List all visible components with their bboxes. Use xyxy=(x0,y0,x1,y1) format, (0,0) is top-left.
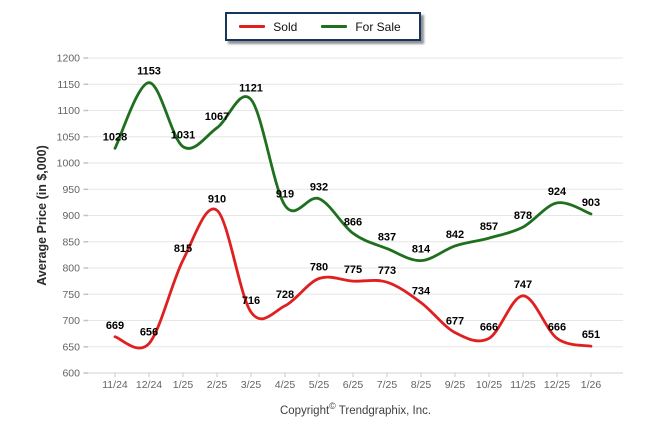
data-label-sold: 734 xyxy=(412,286,431,298)
data-label-for-sale: 1031 xyxy=(171,130,195,142)
x-tick-label: 5/25 xyxy=(309,379,330,391)
data-label-for-sale: 857 xyxy=(480,221,498,233)
data-label-sold: 910 xyxy=(208,193,226,205)
data-label-sold: 651 xyxy=(582,329,600,341)
data-label-for-sale: 866 xyxy=(344,216,362,228)
x-tick-label: 4/25 xyxy=(275,379,296,391)
chart-legend: Sold For Sale xyxy=(225,12,421,41)
x-tick-label: 1/25 xyxy=(173,379,194,391)
legend-wrap: Sold For Sale xyxy=(0,12,646,41)
data-label-for-sale: 1121 xyxy=(239,83,263,95)
data-label-sold: 815 xyxy=(174,243,192,255)
x-tick-label: 11/24 xyxy=(102,379,128,391)
y-tick-label: 600 xyxy=(62,368,80,380)
data-label-sold: 773 xyxy=(378,265,396,277)
copyright-prefix: Copyright xyxy=(279,404,330,417)
x-tick-label: 9/25 xyxy=(445,379,466,391)
legend-label-sold: Sold xyxy=(273,19,298,34)
copyright-company: Trendgraphix, Inc. xyxy=(338,404,432,417)
x-tick-label: 12/25 xyxy=(544,379,570,391)
y-tick-label: 800 xyxy=(62,263,80,275)
data-label-for-sale: 1028 xyxy=(103,131,127,143)
y-tick-label: 1050 xyxy=(57,131,81,143)
copyright-symbol: © xyxy=(329,401,336,411)
x-tick-label: 8/25 xyxy=(411,379,432,391)
legend-label-for-sale: For Sale xyxy=(355,19,401,34)
y-tick-label: 950 xyxy=(62,184,80,196)
y-tick-label: 700 xyxy=(62,315,80,327)
x-tick-label: 12/24 xyxy=(136,379,162,391)
y-tick-label: 900 xyxy=(62,210,80,222)
x-tick-label: 3/25 xyxy=(241,379,262,391)
series-line-sold xyxy=(113,207,593,350)
y-tick-label: 850 xyxy=(62,236,80,248)
legend-item-sold[interactable]: Sold xyxy=(239,21,297,33)
data-label-sold: 775 xyxy=(344,264,362,276)
data-label-for-sale: 842 xyxy=(446,229,464,241)
y-tick-label: 650 xyxy=(62,341,80,353)
y-axis-title: Average Price (in $,000) xyxy=(35,145,49,286)
data-label-sold: 728 xyxy=(276,289,294,301)
data-label-for-sale: 903 xyxy=(582,197,600,209)
y-tick-label: 1100 xyxy=(57,105,80,117)
x-tick-label: 6/25 xyxy=(343,379,364,391)
series-line-for-sale xyxy=(113,81,593,263)
data-label-for-sale: 1153 xyxy=(137,66,161,78)
copyright-text: Copyright© Trendgraphix, Inc. xyxy=(88,401,623,417)
x-tick-label: 7/25 xyxy=(377,379,398,391)
x-tick-label: 10/25 xyxy=(476,379,502,391)
data-label-sold: 669 xyxy=(106,320,124,332)
data-label-for-sale: 919 xyxy=(276,189,294,201)
data-label-sold: 780 xyxy=(310,262,328,274)
x-tick-label: 1/26 xyxy=(581,379,602,391)
y-tick-label: 1150 xyxy=(57,79,80,91)
data-label-sold: 656 xyxy=(140,327,158,339)
data-label-for-sale: 837 xyxy=(378,232,396,244)
data-label-sold: 677 xyxy=(446,316,464,328)
y-tick-label: 750 xyxy=(62,289,80,301)
legend-item-for-sale[interactable]: For Sale xyxy=(321,19,401,34)
data-label-sold: 666 xyxy=(480,321,498,333)
data-label-for-sale: 1067 xyxy=(205,111,229,123)
y-tick-label: 1000 xyxy=(57,158,81,170)
data-label-sold: 666 xyxy=(548,321,566,333)
data-label-for-sale: 814 xyxy=(412,244,431,256)
y-tick-label: 1200 xyxy=(57,53,81,65)
sold-line-swatch-icon xyxy=(239,25,266,28)
data-label-for-sale: 932 xyxy=(310,182,328,194)
data-label-for-sale: 924 xyxy=(548,186,567,198)
data-label-sold: 716 xyxy=(242,295,260,307)
for-sale-line-swatch-icon xyxy=(321,25,348,28)
data-label-for-sale: 878 xyxy=(514,210,532,222)
x-tick-label: 2/25 xyxy=(207,379,228,391)
data-label-sold: 747 xyxy=(514,279,532,291)
x-tick-label: 11/25 xyxy=(510,379,536,391)
